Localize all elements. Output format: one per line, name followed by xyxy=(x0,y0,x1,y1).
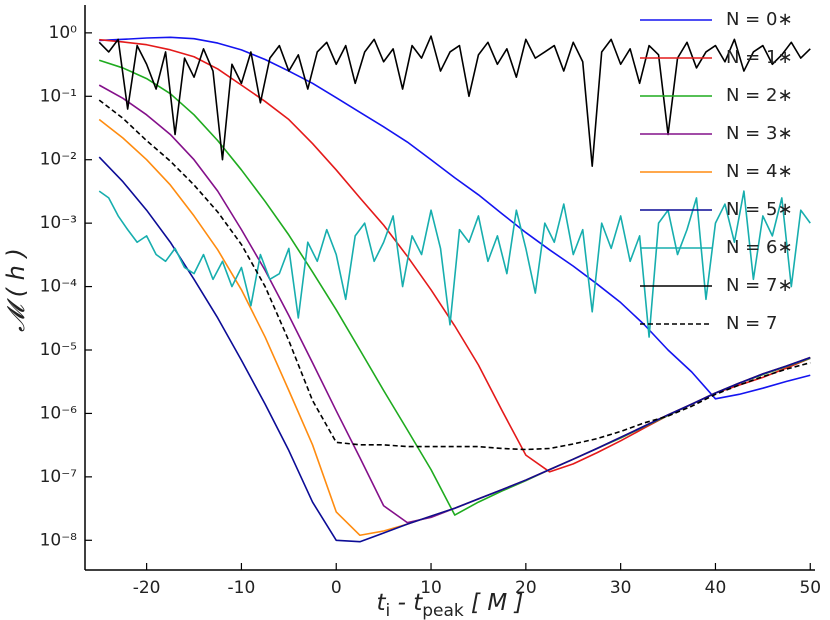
y-tick-label: 10⁻⁸ xyxy=(40,530,78,550)
x-axis-label-part: i xyxy=(386,601,391,620)
y-tick-label: 10⁻⁶ xyxy=(40,403,78,423)
x-tick-label: 0 xyxy=(331,578,342,598)
y-tick-label: 10⁻⁷ xyxy=(40,467,78,487)
x-tick-label: 10 xyxy=(420,578,442,598)
y-tick-label: 10⁻² xyxy=(40,150,77,170)
x-axis-label-part: peak xyxy=(422,601,464,620)
y-tick-label: 10⁰ xyxy=(49,23,78,43)
legend-label: N = 0∗ xyxy=(726,9,793,30)
x-tick-label: 50 xyxy=(799,578,821,598)
series-line xyxy=(98,99,811,451)
legend-label: N = 5∗ xyxy=(726,199,793,220)
x-tick-label: 20 xyxy=(515,578,537,598)
x-axis-label-part: - t xyxy=(390,590,423,616)
series-line xyxy=(98,190,811,338)
y-tick-label: 10⁻³ xyxy=(40,213,77,233)
y-tick-label: 10⁻⁵ xyxy=(40,340,77,360)
x-tick-label: 30 xyxy=(610,578,632,598)
series-line xyxy=(99,36,811,400)
x-axis-label: ti - tpeak [ M ] xyxy=(377,590,524,620)
x-tick-label: 40 xyxy=(705,578,727,598)
x-axis-label-part: [ M ] xyxy=(464,590,524,616)
legend-label: N = 7∗ xyxy=(726,275,793,296)
legend-label: N = 3∗ xyxy=(726,123,793,144)
x-tick-label: -10 xyxy=(228,578,256,598)
series-line xyxy=(98,156,811,543)
x-axis-label-part: t xyxy=(377,590,387,616)
plot-area xyxy=(98,35,811,543)
x-tick-label: -20 xyxy=(133,578,161,598)
legend-label: N = 4∗ xyxy=(726,161,793,182)
legend-label: N = 7 xyxy=(726,313,777,334)
y-tick-label: 10⁻¹ xyxy=(40,86,77,106)
y-tick-label: 10⁻⁴ xyxy=(40,277,78,297)
legend-label: N = 2∗ xyxy=(726,85,793,106)
legend-label: N = 6∗ xyxy=(726,237,793,258)
series-line xyxy=(98,35,811,168)
legend-label: N = 1∗ xyxy=(726,47,793,68)
y-axis-label: 𝓜 ( h ) xyxy=(2,248,30,332)
